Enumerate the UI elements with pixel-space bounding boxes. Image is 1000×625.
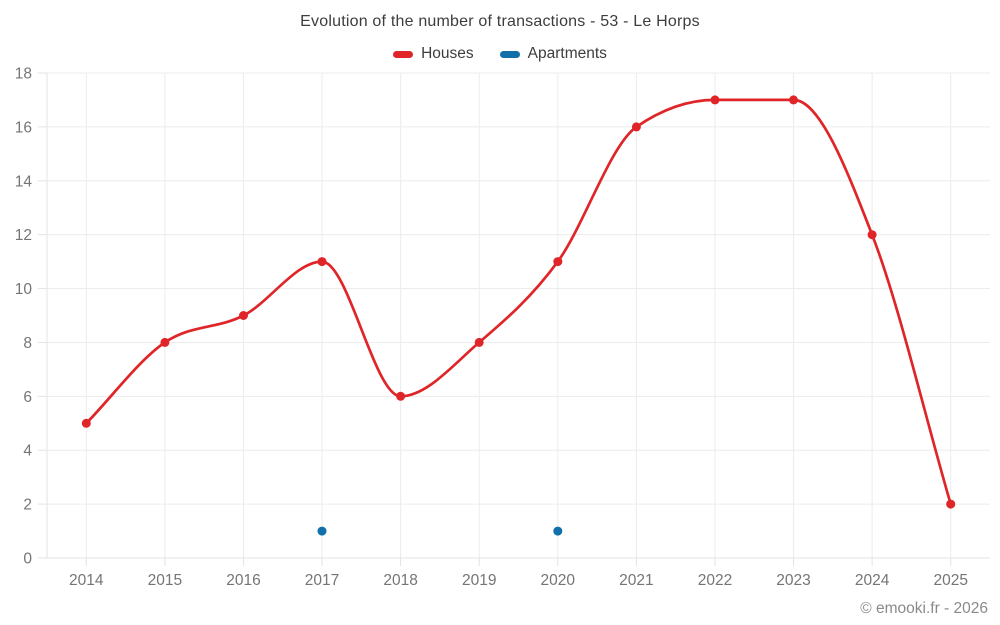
houses-point[interactable] bbox=[946, 499, 956, 509]
y-tick-label: 4 bbox=[23, 443, 32, 460]
houses-point[interactable] bbox=[867, 230, 877, 240]
houses-legend-swatch-icon bbox=[393, 50, 414, 58]
houses-line bbox=[84, 98, 953, 506]
y-tick-label: 18 bbox=[15, 66, 32, 83]
x-tick-label: 2015 bbox=[148, 572, 182, 589]
gridlines bbox=[47, 72, 990, 559]
apartments-point[interactable] bbox=[317, 526, 327, 536]
y-tick-label: 10 bbox=[15, 281, 33, 298]
chart-title: Evolution of the number of transactions … bbox=[300, 13, 700, 30]
x-tick-label: 2017 bbox=[305, 572, 339, 589]
x-tick-label: 2025 bbox=[933, 572, 967, 589]
x-tick-label: 2018 bbox=[383, 572, 417, 589]
chart-legend: Houses Apartments bbox=[0, 45, 1000, 63]
houses-point[interactable] bbox=[317, 257, 327, 267]
houses-point[interactable] bbox=[239, 311, 248, 320]
houses-point[interactable] bbox=[474, 337, 484, 347]
y-tick-label: 12 bbox=[15, 227, 32, 244]
houses-point[interactable] bbox=[789, 95, 798, 105]
x-tick-label: 2020 bbox=[541, 572, 576, 589]
legend-label-houses: Houses bbox=[421, 45, 474, 62]
x-tick-label: 2022 bbox=[698, 572, 732, 589]
y-tick-label: 14 bbox=[15, 173, 33, 190]
x-tick-label: 2014 bbox=[69, 572, 104, 589]
apartments-series bbox=[317, 526, 563, 536]
y-tick-label: 16 bbox=[15, 119, 32, 136]
x-tick-label: 2023 bbox=[776, 572, 810, 589]
houses-point[interactable] bbox=[81, 418, 91, 428]
legend-item-houses[interactable]: Houses bbox=[393, 45, 474, 63]
x-tick-label: 2021 bbox=[619, 572, 653, 589]
x-tick-label: 2016 bbox=[226, 572, 260, 589]
y-tick-label: 0 bbox=[23, 551, 32, 568]
y-tick-label: 6 bbox=[23, 389, 32, 406]
houses-point[interactable] bbox=[631, 122, 641, 132]
houses-point[interactable] bbox=[710, 95, 720, 105]
axes: 0 2 4 6 8 10 12 14 16 18 2014 2015 2016 2017 2018 2019 2… bbox=[15, 66, 990, 589]
y-tick-label: 2 bbox=[23, 497, 32, 514]
x-tick-label: 2019 bbox=[462, 572, 496, 589]
x-tick-label: 2024 bbox=[855, 572, 890, 589]
houses-point[interactable] bbox=[553, 257, 563, 267]
legend-label-apartments: Apartments bbox=[527, 45, 607, 62]
houses-series bbox=[81, 95, 956, 509]
copyright-footer: © emooki.fr - 2026 bbox=[860, 600, 988, 617]
houses-point[interactable] bbox=[396, 391, 406, 401]
y-tick-label: 8 bbox=[23, 335, 32, 352]
apartments-point[interactable] bbox=[553, 526, 563, 536]
legend-item-apartments[interactable]: Apartments bbox=[499, 45, 607, 63]
apartments-legend-swatch-icon bbox=[499, 50, 520, 58]
houses-point[interactable] bbox=[160, 337, 170, 347]
